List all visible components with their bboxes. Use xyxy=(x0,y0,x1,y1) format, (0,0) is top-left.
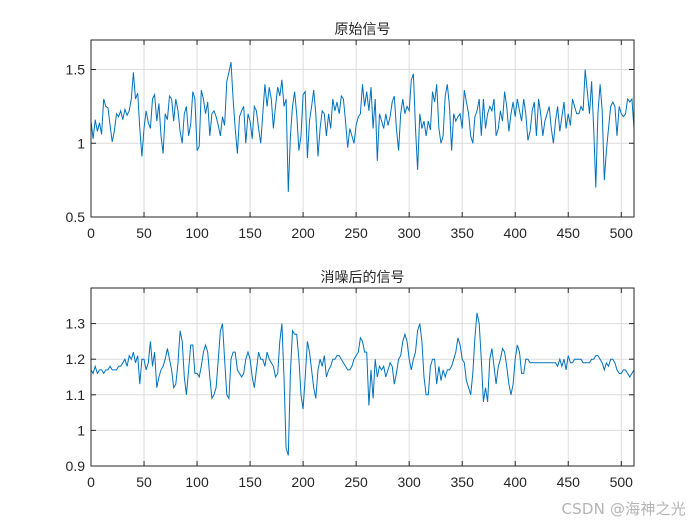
x-tick-label: 500 xyxy=(610,225,634,241)
y-tick-label: 1.1 xyxy=(66,387,86,403)
subplot-title: 消噪后的信号 xyxy=(321,270,405,286)
x-tick-label: 200 xyxy=(291,225,315,241)
y-tick-label: 1.3 xyxy=(66,316,86,332)
grid-lines xyxy=(90,288,634,467)
x-tick-label: 350 xyxy=(451,474,475,490)
x-tick-label: 400 xyxy=(504,225,528,241)
y-tick-label: 1 xyxy=(77,422,85,438)
subplot-title: 原始信号 xyxy=(335,22,391,38)
y-tick-label: 0.5 xyxy=(66,209,86,225)
signal-line xyxy=(90,312,635,456)
subplot-denoised-signal: 消噪后的信号 0 50 100 150 200 250 300 350 400 450 500 0.… xyxy=(66,270,635,490)
x-tick-label: 150 xyxy=(238,474,262,490)
x-tick-label: 150 xyxy=(238,225,262,241)
csdn-watermark: CSDN @海神之光 xyxy=(561,500,686,518)
x-axis-tick-labels: 0 50 100 150 200 250 300 350 400 450 500 xyxy=(87,474,633,490)
x-tick-label: 450 xyxy=(557,225,581,241)
x-tick-label: 50 xyxy=(136,225,152,241)
axes-box xyxy=(90,39,635,218)
x-tick-label: 450 xyxy=(557,474,581,490)
x-tick-label: 300 xyxy=(397,225,421,241)
x-tick-label: 350 xyxy=(451,225,475,241)
y-tick-label: 0.9 xyxy=(66,458,86,474)
x-tick-label: 100 xyxy=(185,225,209,241)
x-tick-label: 50 xyxy=(136,474,152,490)
signal-line xyxy=(90,62,635,192)
x-tick-label: 200 xyxy=(291,474,315,490)
axis-ticks xyxy=(90,288,634,467)
x-axis-tick-labels: 0 50 100 150 200 250 300 350 400 450 500 xyxy=(87,225,633,241)
y-tick-label: 1.2 xyxy=(66,351,86,367)
x-tick-label: 0 xyxy=(87,225,95,241)
x-tick-label: 250 xyxy=(344,225,368,241)
x-tick-label: 300 xyxy=(397,474,421,490)
x-tick-label: 500 xyxy=(610,474,634,490)
x-tick-label: 0 xyxy=(87,474,95,490)
x-tick-label: 250 xyxy=(344,474,368,490)
axis-ticks xyxy=(90,40,634,218)
y-axis-tick-labels: 0.5 1 1.5 xyxy=(66,62,86,226)
x-tick-label: 100 xyxy=(185,474,209,490)
y-axis-tick-labels: 0.9 1 1.1 1.2 1.3 xyxy=(66,316,86,474)
subplot-original-signal: 原始信号 0 50 100 150 200 250 300 350 400 450 500 0.5 1… xyxy=(66,22,635,241)
y-tick-label: 1.5 xyxy=(66,62,86,78)
y-tick-label: 1 xyxy=(77,135,85,151)
axes-box xyxy=(90,287,635,467)
x-tick-label: 400 xyxy=(504,474,528,490)
